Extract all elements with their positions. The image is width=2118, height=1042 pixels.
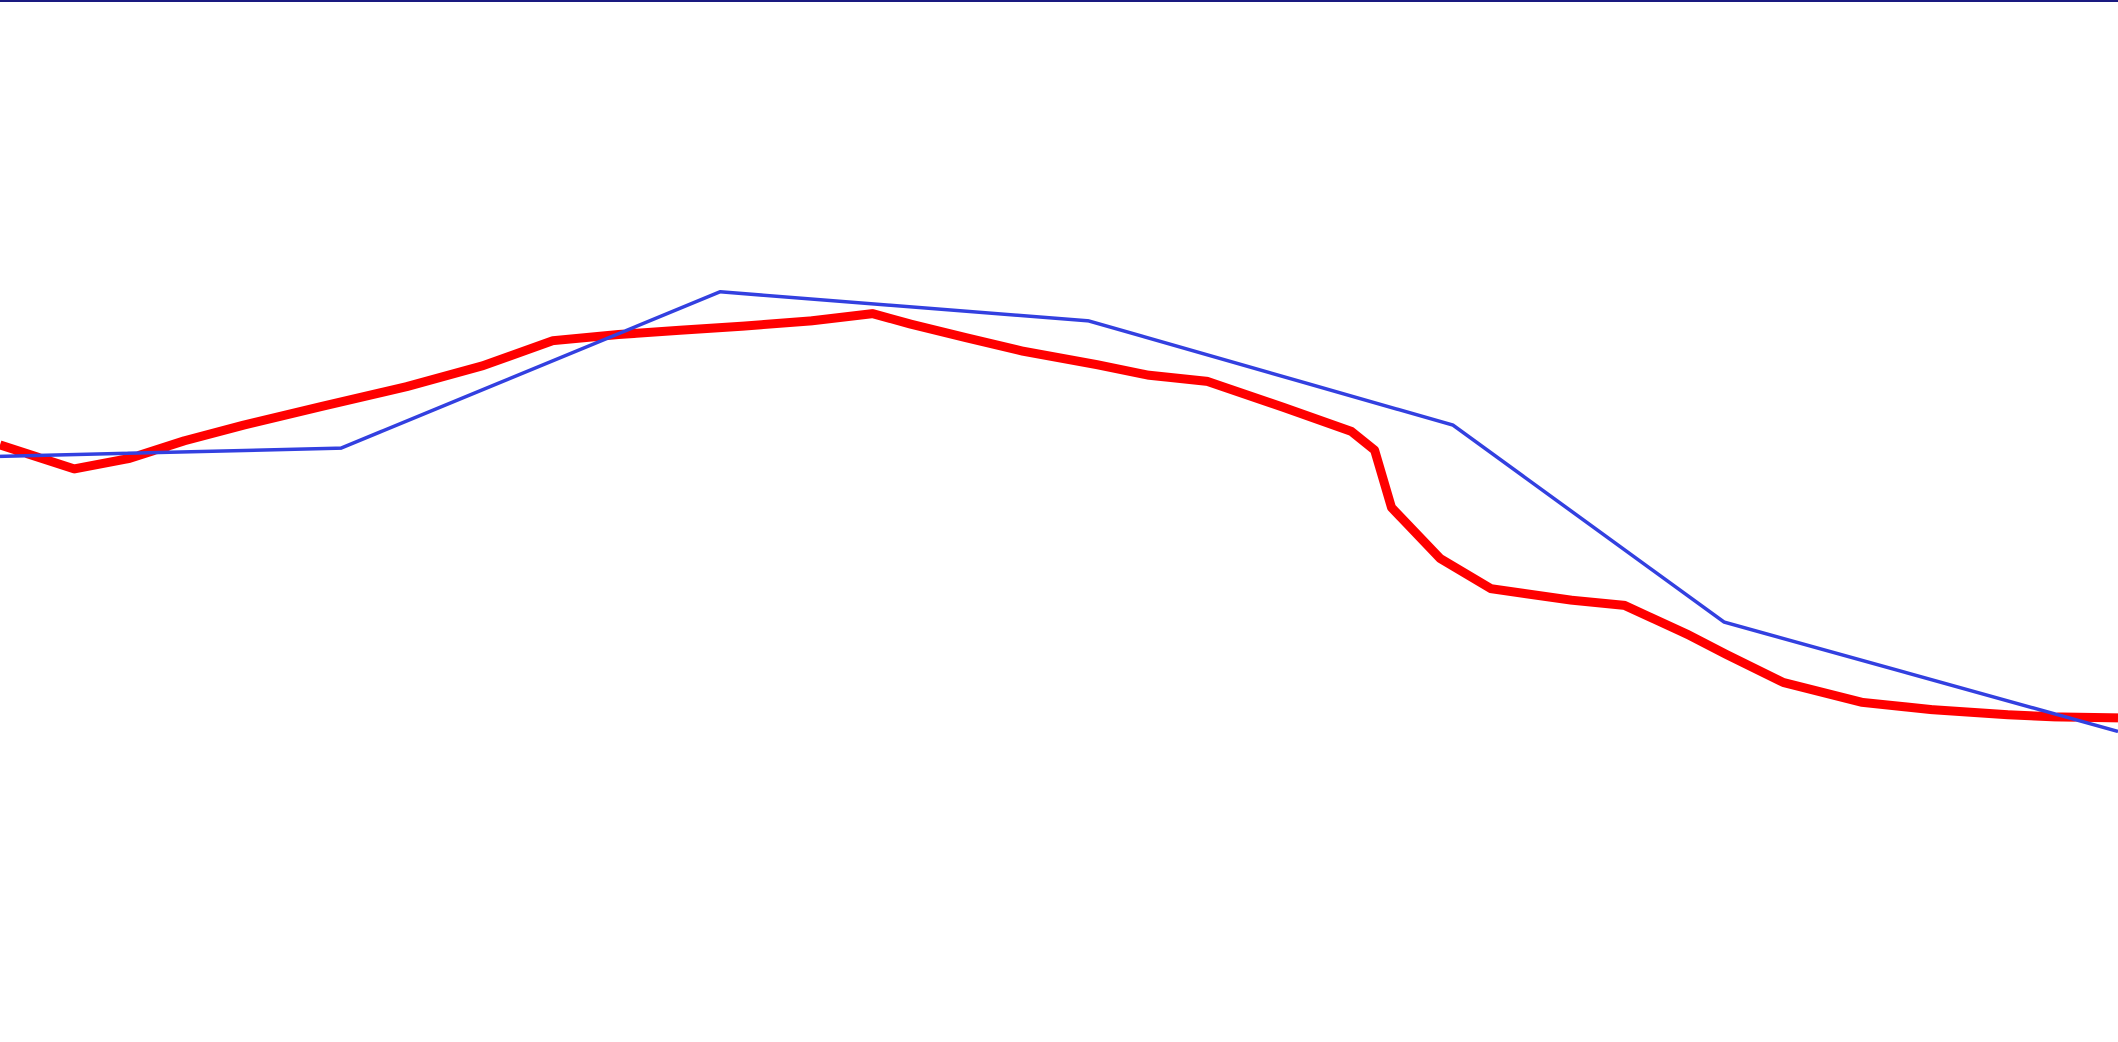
series-line-1 <box>0 309 2118 723</box>
series-line-2 <box>0 290 2118 734</box>
chart-top-border <box>0 0 2118 2</box>
series-layer <box>0 290 2118 734</box>
